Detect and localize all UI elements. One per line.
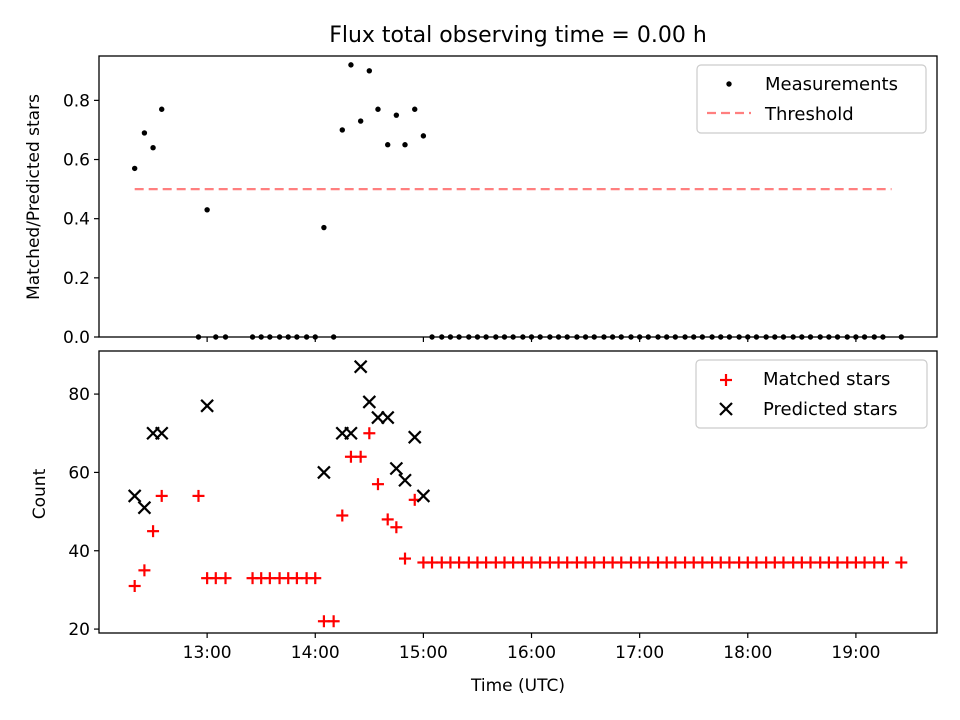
predicted-stars-series [127, 359, 431, 515]
matched-star-point [138, 564, 151, 577]
measurement-point [339, 127, 345, 133]
bottom-xtick-label: 17:00 [615, 643, 664, 663]
top-ytick-label: 0.0 [63, 328, 90, 348]
legend-matched-label: Matched stars [763, 369, 890, 390]
bottom-xtick-label: 16:00 [507, 643, 556, 663]
predicted-star-point [317, 465, 331, 480]
measurement-point [321, 224, 327, 231]
matched-star-point [336, 509, 349, 522]
bottom-xlabel: Time (UTC) [470, 676, 565, 696]
matched-star-point [147, 525, 160, 538]
measurement-point [348, 62, 354, 68]
top-plot-frame [98, 55, 938, 338]
measurement-point [393, 112, 400, 118]
predicted-star-point [407, 430, 422, 444]
measurement-point [420, 133, 427, 139]
matched-star-point [876, 556, 889, 569]
matched-star-point [155, 489, 168, 502]
bottom-ylabel: Count [30, 468, 50, 519]
bottom-xtick-label: 14:00 [291, 643, 340, 663]
bottom-ytick-label: 80 [68, 385, 90, 405]
predicted-star-point [380, 410, 395, 425]
legend-measurements-label: Measurements [765, 74, 898, 95]
top-ytick-label: 0.6 [63, 151, 90, 171]
matched-stars-series [128, 427, 908, 628]
measurement-point [366, 68, 373, 74]
matched-star-point [371, 478, 384, 491]
measurement-point [357, 118, 364, 124]
top-ytick-label: 0.2 [63, 269, 90, 289]
matched-star-point [219, 572, 232, 585]
predicted-star-point [154, 426, 169, 441]
chart-title: Flux total observing time = 0.00 h [329, 23, 707, 48]
matched-star-point [363, 427, 376, 440]
predicted-star-point [389, 461, 404, 476]
predicted-star-point [344, 426, 358, 441]
predicted-star-point [362, 395, 377, 409]
bottom-xtick-label: 18:00 [723, 643, 772, 663]
top-legend: Measurements Threshold [696, 64, 927, 134]
matched-star-point [128, 580, 141, 592]
predicted-star-point [200, 399, 214, 413]
legend-predicted-label: Predicted stars [763, 399, 897, 420]
matched-star-point [192, 489, 205, 502]
bottom-ytick-label: 60 [68, 463, 90, 483]
bottom-plot-frame [98, 350, 938, 634]
measurement-point [412, 106, 418, 112]
bottom-yaxis-ticks: 20 40 60 80 [68, 385, 99, 640]
matched-star-point [327, 615, 340, 628]
legend-threshold-label: Threshold [764, 104, 854, 125]
matched-star-point [309, 572, 322, 585]
measurement-point [150, 144, 156, 151]
legend-matched-marker [720, 374, 732, 386]
legend-measurements-marker [726, 81, 732, 87]
matched-star-point [381, 513, 394, 526]
bottom-legend-box [695, 359, 928, 429]
measurement-point [141, 130, 148, 136]
bottom-ytick-label: 20 [68, 620, 90, 640]
top-ytick-label: 0.4 [63, 210, 90, 230]
bottom-legend: Matched stars Predicted stars [695, 359, 928, 429]
measurement-point [385, 142, 391, 148]
bottom-xtick-label: 13:00 [183, 643, 232, 663]
measurement-point [375, 106, 381, 112]
top-ytick-label: 0.8 [63, 91, 90, 111]
top-panel: 0.00.20.40.60.8 Matched/Predicted stars … [24, 55, 938, 348]
bottom-xtick-label: 19:00 [831, 643, 880, 663]
legend-cross [719, 402, 733, 416]
predicted-star-point [416, 489, 431, 503]
measurement-point [402, 142, 408, 148]
predicted-star-point [353, 359, 368, 374]
top-yaxis-ticks: 0.0 0.2 0.4 0.6 0.8 [63, 91, 99, 348]
legend-plus [720, 374, 732, 386]
bottom-ytick-label: 40 [68, 542, 90, 562]
top-ylabel: Matched/Predicted stars [24, 94, 44, 300]
matched-star-point [354, 450, 367, 463]
measurement-point [131, 165, 138, 172]
predicted-star-point [371, 410, 385, 425]
top-legend-box [696, 64, 927, 134]
bottom-xaxis-ticks: 13:00 14:00 15:00 16:00 17:00 18:00 19:00 [183, 633, 880, 663]
predicted-star-point [398, 473, 412, 488]
matched-star-point [895, 556, 908, 569]
matched-star-point [390, 521, 403, 534]
predicted-star-point [127, 489, 142, 503]
predicted-star-point [137, 500, 152, 515]
bottom-xtick-label: 15:00 [399, 643, 448, 663]
measurement-point [159, 106, 165, 112]
matched-star-point [399, 552, 412, 565]
legend-predicted-marker [719, 402, 733, 416]
measurement-point [204, 207, 210, 213]
